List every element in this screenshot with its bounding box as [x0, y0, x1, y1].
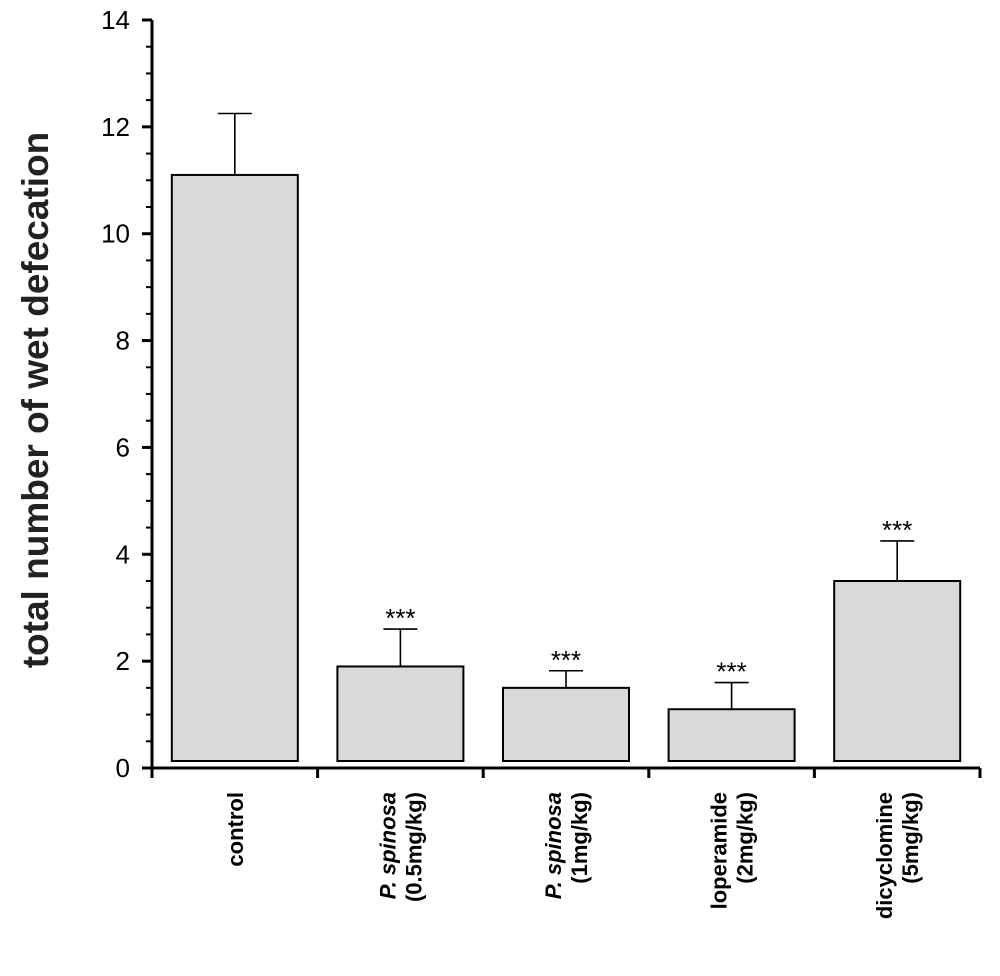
y-tick-label: 12 [101, 112, 130, 142]
y-tick-label: 2 [116, 646, 130, 676]
bar [502, 686, 630, 762]
x-category-label: control [223, 792, 248, 867]
x-category-label: (0.5mg/kg) [401, 792, 426, 902]
significance-label: *** [882, 515, 912, 545]
x-category-label: loperamide [707, 792, 732, 909]
significance-label: *** [551, 645, 581, 675]
bars: *** *** *** *** [170, 112, 962, 763]
bar [833, 580, 962, 762]
bar [336, 665, 465, 762]
x-category-label: P. spinosa [375, 792, 400, 899]
significance-label: *** [716, 657, 746, 687]
y-axis-label: total number of wet defecation [15, 132, 56, 669]
significance-label: *** [385, 603, 415, 633]
x-category-label: (1mg/kg) [567, 792, 592, 884]
x-category-label: dicyclomine [872, 792, 897, 919]
x-category-label: (5mg/kg) [898, 792, 923, 884]
x-category-label: P. spinosa [541, 792, 566, 899]
y-tick-label: 0 [116, 753, 130, 783]
y-tick-label: 14 [101, 5, 130, 35]
y-tick-label: 6 [116, 432, 130, 462]
y-axis: 0 2 4 6 8 10 12 14 [101, 5, 154, 783]
y-tick-label: 8 [116, 326, 130, 356]
y-tick-label: 10 [101, 219, 130, 249]
y-tick-label: 4 [116, 539, 130, 569]
x-axis: control P. spinosa (0.5mg/kg) P. spinosa (1m… [150, 766, 982, 919]
x-category-label: (2mg/kg) [733, 792, 758, 884]
bar [170, 173, 299, 762]
bar [667, 708, 796, 763]
